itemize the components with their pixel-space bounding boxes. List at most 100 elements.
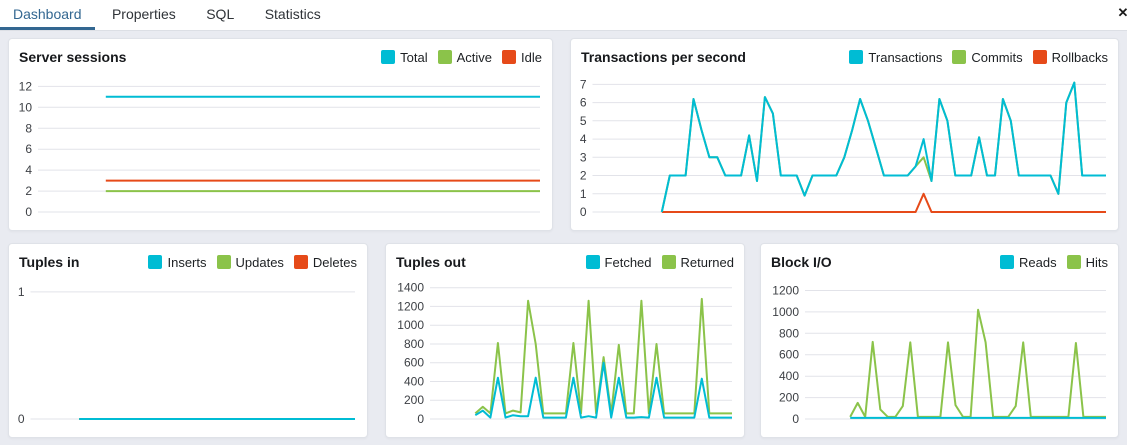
svg-text:4: 4: [580, 132, 587, 146]
legend-swatch-fetched: [585, 255, 600, 269]
chart-body: 0 1 2 3 4 5 6 7: [573, 70, 1112, 226]
legend-item-updates: Updates: [216, 254, 284, 270]
legend-label: Returned: [680, 254, 734, 270]
tab-dashboard[interactable]: Dashboard: [0, 0, 95, 30]
legend: Inserts Updates Deletes: [138, 255, 357, 270]
legend-swatch-reads: [1000, 255, 1015, 269]
svg-text:600: 600: [404, 356, 424, 370]
legend-label: Updates: [235, 254, 284, 270]
svg-text:200: 200: [404, 393, 424, 407]
panel-header: Server sessions Total Active Idle: [9, 39, 552, 69]
chart-body: 0 200 400 600 800 1000 1200: [763, 275, 1112, 433]
panel-block-io: Block I/O Reads Hits 0 200 400 600 800 1000 12…: [760, 243, 1119, 438]
svg-text:0: 0: [580, 205, 587, 219]
legend: Total Active Idle: [371, 50, 542, 65]
legend: Fetched Returned: [576, 255, 734, 270]
svg-text:6: 6: [25, 142, 32, 156]
panel-title: Block I/O: [771, 254, 832, 270]
legend-label: Commits: [971, 49, 1023, 65]
panel-header: Block I/O Reads Hits: [761, 244, 1118, 274]
legend-swatch-total: [381, 50, 396, 64]
svg-text:400: 400: [404, 375, 424, 389]
legend-swatch-inserts: [148, 255, 163, 269]
panel-server-sessions: Server sessions Total Active Idle 0 2 4 6 8 1…: [8, 38, 553, 231]
legend-label: Rollbacks: [1051, 49, 1108, 65]
legend-item-transactions: Transactions: [849, 50, 942, 65]
svg-text:3: 3: [580, 150, 587, 164]
tab-sql[interactable]: SQL: [206, 6, 235, 22]
legend-swatch-returned: [661, 255, 676, 269]
tab-properties[interactable]: Properties: [111, 6, 176, 22]
legend-swatch-transactions: [849, 50, 864, 64]
close-icon[interactable]: ✕: [1117, 5, 1127, 20]
legend-item-active: Active: [437, 49, 493, 65]
legend-item-deletes: Deletes: [293, 254, 357, 270]
svg-text:8: 8: [25, 121, 32, 135]
legend: Transactions Commits Rollbacks: [839, 50, 1108, 65]
svg-text:0: 0: [792, 412, 799, 426]
legend-item-reads: Reads: [1000, 255, 1057, 270]
legend-swatch-hits: [1066, 255, 1081, 269]
legend-item-hits: Hits: [1066, 254, 1108, 270]
svg-text:2: 2: [25, 184, 32, 198]
legend-item-idle: Idle: [502, 50, 542, 65]
svg-text:200: 200: [779, 391, 799, 405]
svg-text:4: 4: [25, 163, 32, 177]
legend-item-inserts: Inserts: [148, 254, 207, 270]
legend-label: Inserts: [167, 254, 207, 270]
panel-transactions-per-second: Transactions per second Transactions Com…: [570, 38, 1119, 231]
panel-title: Tuples out: [396, 254, 466, 270]
svg-text:1000: 1000: [397, 318, 424, 332]
svg-text:1000: 1000: [772, 305, 799, 319]
svg-text:10: 10: [19, 100, 33, 114]
legend-label: Reads: [1019, 254, 1057, 270]
svg-text:1200: 1200: [772, 284, 799, 298]
svg-text:12: 12: [19, 79, 33, 93]
panel-tuples-out: Tuples out Fetched Returned 0 200 400 600 80…: [385, 243, 745, 438]
svg-text:2: 2: [580, 169, 587, 183]
svg-text:7: 7: [580, 77, 587, 91]
panel-title: Server sessions: [19, 49, 127, 65]
svg-text:800: 800: [779, 326, 799, 340]
svg-text:0: 0: [417, 412, 424, 426]
legend-label: Deletes: [312, 254, 357, 270]
legend-item-fetched: Fetched: [585, 254, 652, 270]
panel-header: Transactions per second Transactions Com…: [571, 39, 1118, 69]
panel-title: Tuples in: [19, 254, 80, 270]
svg-text:5: 5: [580, 114, 587, 128]
legend-item-total: Total: [381, 50, 428, 65]
legend-item-rollbacks: Rollbacks: [1032, 49, 1108, 65]
legend-swatch-active: [437, 50, 452, 64]
svg-text:0: 0: [18, 412, 25, 426]
svg-text:600: 600: [779, 348, 799, 362]
legend-label: Idle: [521, 49, 542, 65]
tab-statistics[interactable]: Statistics: [264, 6, 321, 22]
tuples-out-chart: 0 200 400 600 800 1000 1200 1400: [397, 281, 732, 426]
tab-bar: Dashboard Properties SQL Statistics ✕: [0, 0, 1127, 31]
legend: Reads Hits: [990, 255, 1108, 270]
transactions-per-second-chart: 0 1 2 3 4 5 6 7: [580, 77, 1106, 219]
svg-text:0: 0: [25, 205, 32, 219]
legend-swatch-updates: [216, 255, 231, 269]
legend-swatch-deletes: [293, 255, 308, 269]
legend-label: Transactions: [868, 49, 943, 65]
panel-header: Tuples out Fetched Returned: [386, 244, 744, 274]
chart-body: 0 200 400 600 800 1000 1200 1400: [388, 275, 738, 433]
block-io-chart: 0 200 400 600 800 1000 1200: [772, 284, 1106, 426]
chart-body: 0 2 4 6 8 10 12: [11, 70, 546, 226]
legend-label: Fetched: [604, 254, 652, 270]
svg-text:1: 1: [580, 187, 587, 201]
svg-text:1: 1: [18, 285, 25, 299]
panel-header: Tuples in Inserts Updates Deletes: [9, 244, 367, 274]
server-sessions-chart: 0 2 4 6 8 10 12: [19, 79, 540, 219]
panel-title: Transactions per second: [581, 49, 746, 65]
svg-text:800: 800: [404, 337, 424, 351]
legend-swatch-rollbacks: [1032, 50, 1047, 64]
tuples-in-chart: 01: [18, 285, 355, 426]
svg-text:6: 6: [580, 96, 587, 110]
legend-label: Hits: [1085, 254, 1108, 270]
svg-text:400: 400: [779, 369, 799, 383]
legend-swatch-commits: [952, 50, 967, 64]
legend-label: Active: [456, 49, 493, 65]
